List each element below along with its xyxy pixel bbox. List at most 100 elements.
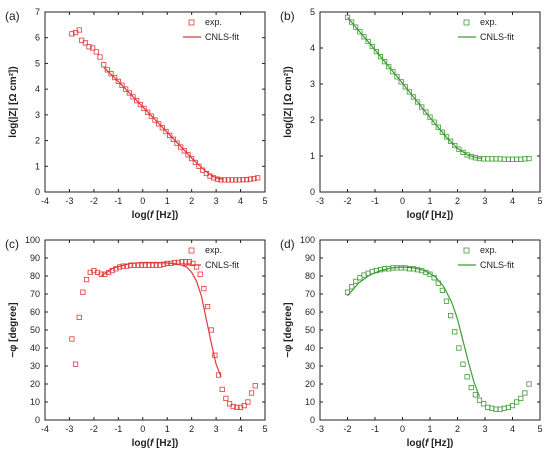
x-tick-label: 5: [262, 424, 267, 434]
y-tick-label: 100: [300, 235, 315, 245]
legend-fit-label: CNLS-fit: [205, 32, 240, 42]
chart-panel: -3 -2 -1 0 1 2 3 4 50102030405060708090100log(f …: [280, 235, 543, 449]
y-tick-label: 50: [305, 325, 315, 335]
exp-point: [394, 74, 400, 80]
y-tick-label: 30: [305, 361, 315, 371]
exp-point: [373, 49, 379, 55]
exp-point: [464, 374, 470, 380]
x-tick-label: 1: [165, 424, 170, 434]
x-tick-label: -1: [114, 424, 122, 434]
exp-point: [201, 286, 207, 292]
y-tick-label: 6: [35, 33, 40, 43]
x-tick-label: 0: [140, 424, 145, 434]
exp-point: [410, 94, 417, 100]
y-tick-label: 100: [25, 235, 40, 245]
exp-point: [86, 44, 92, 50]
x-tick-label: 4: [510, 424, 515, 434]
y-tick-label: 4: [35, 84, 40, 94]
exp-point: [377, 54, 384, 60]
exp-point: [509, 402, 516, 409]
exp-point: [146, 262, 152, 268]
exp-point: [196, 163, 202, 169]
y-tick-label: 80: [305, 271, 315, 281]
x-tick-label: 4: [510, 196, 515, 206]
exp-point: [386, 64, 392, 70]
exp-point: [142, 262, 148, 268]
exp-point: [248, 390, 255, 396]
legend-exp-label: exp.: [480, 245, 497, 255]
exp-point: [115, 78, 121, 85]
exp-point: [402, 84, 408, 90]
exp-point: [131, 262, 137, 268]
y-tick-label: 10: [305, 397, 315, 407]
exp-point: [369, 43, 375, 50]
exp-point: [83, 277, 90, 283]
exp-point: [245, 399, 251, 405]
exp-point: [443, 298, 450, 304]
exp-point: [435, 124, 441, 130]
x-axis-label: log(f [Hz]): [407, 210, 454, 221]
exp-point: [104, 67, 110, 73]
exp-point: [468, 384, 474, 391]
exp-point: [229, 177, 235, 183]
exp-point: [138, 262, 145, 268]
x-tick-label: 3: [482, 424, 487, 434]
x-axis-label: log(f [Hz]): [407, 438, 454, 449]
y-tick-label: 50: [30, 325, 40, 335]
exp-point: [186, 258, 192, 265]
exp-point: [431, 119, 437, 125]
exp-point: [219, 386, 225, 392]
exp-point: [69, 31, 75, 37]
exp-point: [137, 101, 143, 108]
exp-point: [223, 395, 229, 401]
x-tick-label: 1: [165, 196, 170, 206]
exp-point: [171, 259, 178, 266]
exp-point: [163, 128, 169, 135]
exp-point: [208, 327, 214, 333]
exp-point: [435, 280, 441, 286]
exp-point: [236, 177, 242, 183]
x-tick-label: 3: [214, 196, 219, 206]
y-tick-label: 0: [35, 415, 40, 425]
fit-series-line: [347, 17, 483, 160]
x-tick-label: 0: [400, 424, 405, 434]
exp-point: [252, 383, 258, 389]
exp-point: [431, 275, 437, 281]
x-tick-label: 5: [537, 424, 542, 434]
x-tick-label: 5: [262, 196, 267, 206]
exp-point: [80, 289, 86, 295]
exp-point: [353, 278, 359, 285]
exp-point: [168, 260, 174, 267]
exp-point: [365, 38, 371, 45]
chart-panel: -4 -3 -2 -1 0 1 2 3 4 5 0 1 2 3 4 5 6 7 log(f [Hz]) log(|Z|…: [5, 7, 268, 221]
legend-fit-label: CNLS-fit: [480, 260, 515, 270]
exp-point: [349, 284, 355, 290]
exp-point: [361, 34, 367, 40]
chart-panel: -3 -2 -1 0 1 2 3 4 5 0 1 2 3 4 5 log(f [Hz]) log(|Z| [Ω …: [280, 7, 543, 221]
exp-point: [197, 271, 203, 277]
exp-point: [247, 176, 253, 182]
legend-fit-label: CNLS-fit: [205, 260, 240, 270]
exp-point: [87, 269, 93, 276]
exp-point: [97, 54, 103, 60]
exp-point: [93, 49, 99, 55]
legend-fit-label: CNLS-fit: [480, 32, 515, 42]
fit-series-line: [347, 266, 481, 397]
y-tick-label: 40: [30, 343, 40, 353]
y-tick-label: 1: [310, 151, 315, 161]
exp-point: [179, 258, 185, 265]
y-tick-label: 5: [310, 7, 315, 17]
exp-point: [157, 262, 163, 268]
exp-point: [215, 372, 222, 378]
exp-point: [112, 74, 118, 81]
legend-exp-label: exp.: [205, 245, 222, 255]
exp-point: [98, 271, 104, 277]
y-tick-label: 3: [310, 79, 315, 89]
exp-point: [212, 352, 218, 358]
x-tick-label: 3: [482, 196, 487, 206]
exp-point: [398, 79, 404, 85]
legend-exp-label: exp.: [205, 17, 222, 27]
exp-point: [472, 392, 478, 398]
exp-point: [82, 40, 88, 46]
exp-point: [344, 289, 351, 295]
